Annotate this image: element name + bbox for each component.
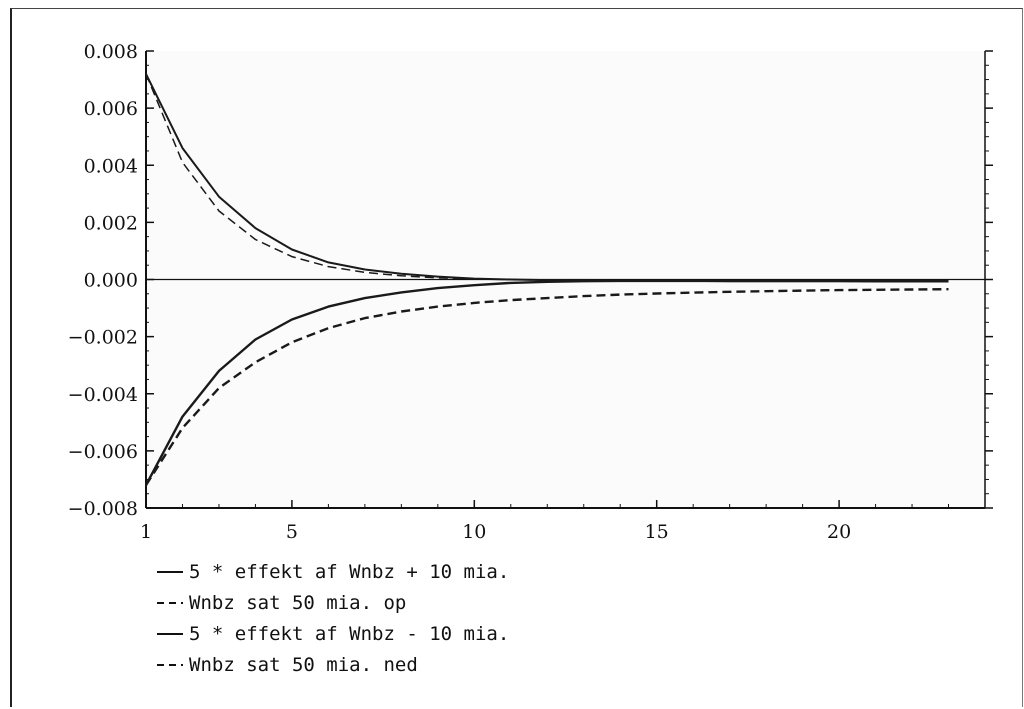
series-line-3 [144,279,949,486]
x-tick-label: 10 [462,521,486,543]
legend-label: 5 * effekt af Wnbz - 10 mia. [189,623,509,645]
series-group [144,73,949,486]
y-axis-ticks: 0.008 0.006 0.004 0.002 0.000 −0.002 −0.004 −0.… [68,41,993,520]
y-tick-label: 0.006 [84,98,138,120]
y-tick-label: 0.008 [84,41,138,63]
y-tick-label: 0.000 [84,270,138,292]
x-axis-ticks: 1 5 10 15 20 [140,500,986,543]
chart-frame [10,8,1023,707]
y-tick-label: −0.006 [68,441,138,463]
legend-label: Wnbz sat 50 mia. op [189,592,406,614]
legend: 5 * effekt af Wnbz + 10 mia. Wnbz sat 50 … [157,561,509,676]
series-line-4 [144,288,949,486]
x-tick-label: 5 [286,521,298,543]
y-tick-label: 0.002 [84,212,138,234]
x-tick-label: 15 [645,521,669,543]
series-line-2 [145,73,949,283]
y-tick-label: −0.004 [68,384,138,406]
legend-label: 5 * effekt af Wnbz + 10 mia. [189,561,509,583]
x-tick-label: 20 [827,521,851,543]
y-tick-label: −0.008 [68,498,138,520]
x-tick-label: 1 [140,521,152,543]
legend-label: Wnbz sat 50 mia. ned [189,654,418,676]
y-tick-label: 0.004 [84,155,138,177]
y-tick-label: −0.002 [68,327,138,349]
